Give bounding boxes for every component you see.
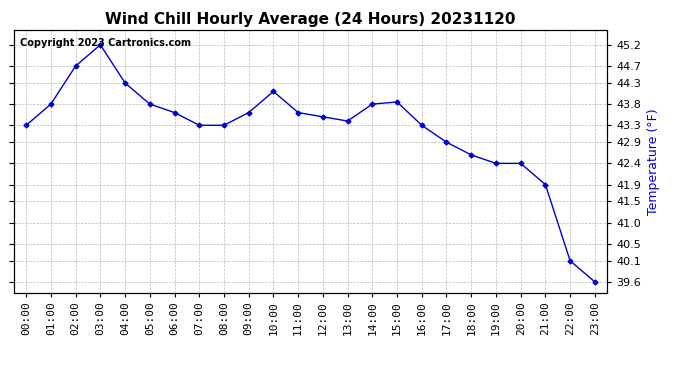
Title: Wind Chill Hourly Average (24 Hours) 20231120: Wind Chill Hourly Average (24 Hours) 202… xyxy=(106,12,515,27)
Y-axis label: Temperature (°F): Temperature (°F) xyxy=(647,108,660,214)
Text: Copyright 2023 Cartronics.com: Copyright 2023 Cartronics.com xyxy=(20,38,190,48)
